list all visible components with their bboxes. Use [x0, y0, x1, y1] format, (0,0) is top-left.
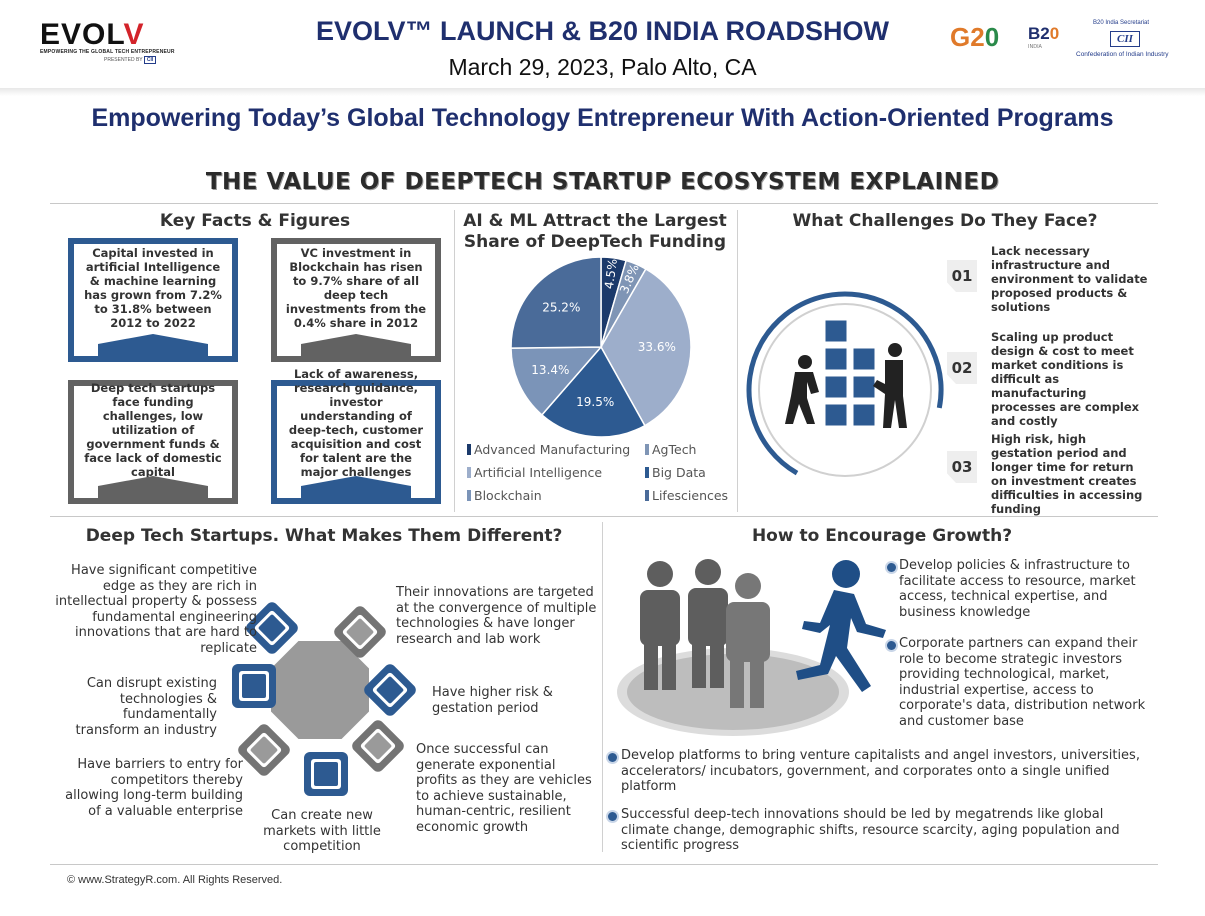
bullet-dot	[887, 563, 896, 572]
challenges-illustration	[746, 291, 944, 489]
legend-item-lifesciences[interactable]: Lifesciences	[645, 488, 728, 503]
people-group-icon	[640, 559, 770, 708]
blocks-icon	[824, 319, 876, 427]
pie-label-lifesciences: 25.2%	[542, 300, 580, 314]
divider-v2	[737, 210, 738, 512]
challenge-number-3: 03	[947, 451, 977, 483]
different-item-3: Can disrupt existing technologies & fund…	[75, 676, 217, 738]
pie-slice-big-data[interactable]	[540, 345, 646, 438]
growth-illustration	[617, 559, 886, 736]
legend-swatch	[467, 467, 471, 478]
octagon-tiles	[232, 602, 416, 796]
divider-middle	[50, 516, 1158, 517]
legend-swatch	[467, 444, 471, 455]
challenge-number-1: 01	[947, 260, 977, 292]
cii-small-logo: CII	[143, 56, 157, 64]
different-item-6: Once successful can generate exponential…	[416, 742, 592, 835]
bullet-dot	[887, 641, 896, 650]
bullet-dot	[608, 812, 617, 821]
pie-label-artificial-intelligence: 33.6%	[638, 340, 676, 354]
fact-text-2: VC investment in Blockchain has risen to…	[285, 246, 427, 330]
fact-box-roofs	[98, 334, 411, 504]
header-shadow	[0, 88, 1205, 96]
legend-item-artificial-intelligence[interactable]: Artificial Intelligence	[467, 465, 602, 480]
challenge-text-1: Lack necessary infrastructure and enviro…	[991, 244, 1148, 314]
evolv-logo[interactable]: EVOLV	[40, 18, 145, 51]
challenge-text-2: Scaling up product design & cost to meet…	[991, 330, 1140, 428]
legend-swatch	[645, 444, 649, 455]
evolv-presented-by: PRESENTED BY CII	[104, 56, 157, 64]
event-title: EVOLV™ LAUNCH & B20 INDIA ROADSHOW	[315, 16, 890, 46]
cii-secretariat-label: B20 India Secretariat	[1093, 20, 1150, 26]
legend-swatch	[467, 490, 471, 501]
fact-roof-1	[98, 334, 208, 362]
pie-slice-blockchain[interactable]	[510, 346, 603, 416]
fact-roof-2	[301, 334, 411, 362]
evolv-tagline: EMPOWERING THE GLOBAL TECH ENTREPRENEUR	[40, 49, 175, 55]
event-subtitle: March 29, 2023, Palo Alto, CA	[448, 54, 757, 80]
challenge-number-2: 02	[947, 352, 977, 384]
different-title: Deep Tech Startups. What Makes Them Diff…	[85, 526, 563, 546]
footer-copyright: © www.StrategyR.com. All Rights Reserved…	[67, 874, 283, 886]
b20-logo-sub: INDIA	[1028, 44, 1042, 50]
different-item-2: Their innovations are targeted at the co…	[396, 585, 597, 647]
cii-name: Confederation of Indian Industry	[1076, 51, 1169, 58]
growth-title: How to Encourage Growth?	[751, 526, 1013, 546]
worker-figures-icon	[785, 343, 907, 428]
growth-item-3: Develop platforms to bring venture capit…	[621, 748, 1140, 794]
pie-label-advanced-manufacturing: 4.5%	[602, 258, 620, 290]
g20-logo[interactable]: G20	[950, 22, 1000, 52]
legend-item-big-data[interactable]: Big Data	[645, 465, 706, 480]
running-man-icon	[796, 560, 886, 692]
fact-text-3: Deep tech startups face funding challeng…	[84, 381, 222, 479]
pie-slice-lifesciences[interactable]	[510, 256, 602, 349]
fact-text-1: Capital invested in artificial Intellige…	[84, 246, 222, 330]
fact-text-4: Lack of awareness, research guidance, in…	[288, 367, 424, 493]
facts-title: Key Facts & Figures	[159, 211, 351, 231]
different-item-4: Have higher risk & gestation period	[432, 685, 553, 716]
divider-top	[50, 203, 1158, 204]
fact-box-3: Deep tech startups face funding challeng…	[68, 380, 238, 504]
pie-label-blockchain: 13.4%	[531, 363, 569, 377]
legend-item-advanced-manufacturing[interactable]: Advanced Manufacturing	[467, 442, 630, 457]
octagon-diagram	[232, 602, 416, 796]
growth-item-2: Corporate partners can expand their role…	[899, 636, 1146, 729]
fact-roof-3	[98, 476, 208, 504]
pie-label-big-data: 19.5%	[576, 395, 614, 409]
divider-bottom	[50, 864, 1158, 865]
header: EVOLV EMPOWERING THE GLOBAL TECH ENTREPR…	[0, 0, 1205, 92]
divider-v3	[602, 522, 603, 852]
divider-v1	[454, 210, 455, 512]
challenges-title: What Challenges Do They Face?	[792, 211, 1098, 231]
bullet-dot	[608, 753, 617, 762]
challenge-text-3: High risk, high gestation period and lon…	[991, 432, 1143, 516]
pie-chart: 4.5%3.8%33.6%19.5%13.4%25.2%	[510, 256, 692, 438]
growth-item-4: Successful deep-tech innovations should …	[621, 807, 1120, 853]
b20-logo[interactable]: B20	[1028, 24, 1060, 43]
legend-item-blockchain[interactable]: Blockchain	[467, 488, 542, 503]
fact-roof-4	[301, 476, 411, 504]
legend-item-agtech[interactable]: AgTech	[645, 442, 696, 457]
progress-ring-icon	[746, 291, 944, 489]
legend-swatch	[645, 467, 649, 478]
different-item-1: Have significant competitive edge as the…	[55, 563, 257, 656]
banner-headline: Empowering Today’s Global Technology Ent…	[91, 104, 1114, 132]
cii-logo[interactable]: CII	[1110, 31, 1140, 47]
different-item-7: Can create new markets with little compe…	[263, 808, 381, 854]
chart-title: AI & ML Attract the Largest Share of Dee…	[463, 211, 727, 252]
infographic-title: THE VALUE OF DEEPTECH STARTUP ECOSYSTEM …	[205, 169, 1000, 195]
growth-item-1: Develop policies & infrastructure to fac…	[899, 558, 1136, 620]
different-item-5: Have barriers to entry for competitors t…	[65, 757, 243, 819]
legend-swatch	[645, 490, 649, 501]
